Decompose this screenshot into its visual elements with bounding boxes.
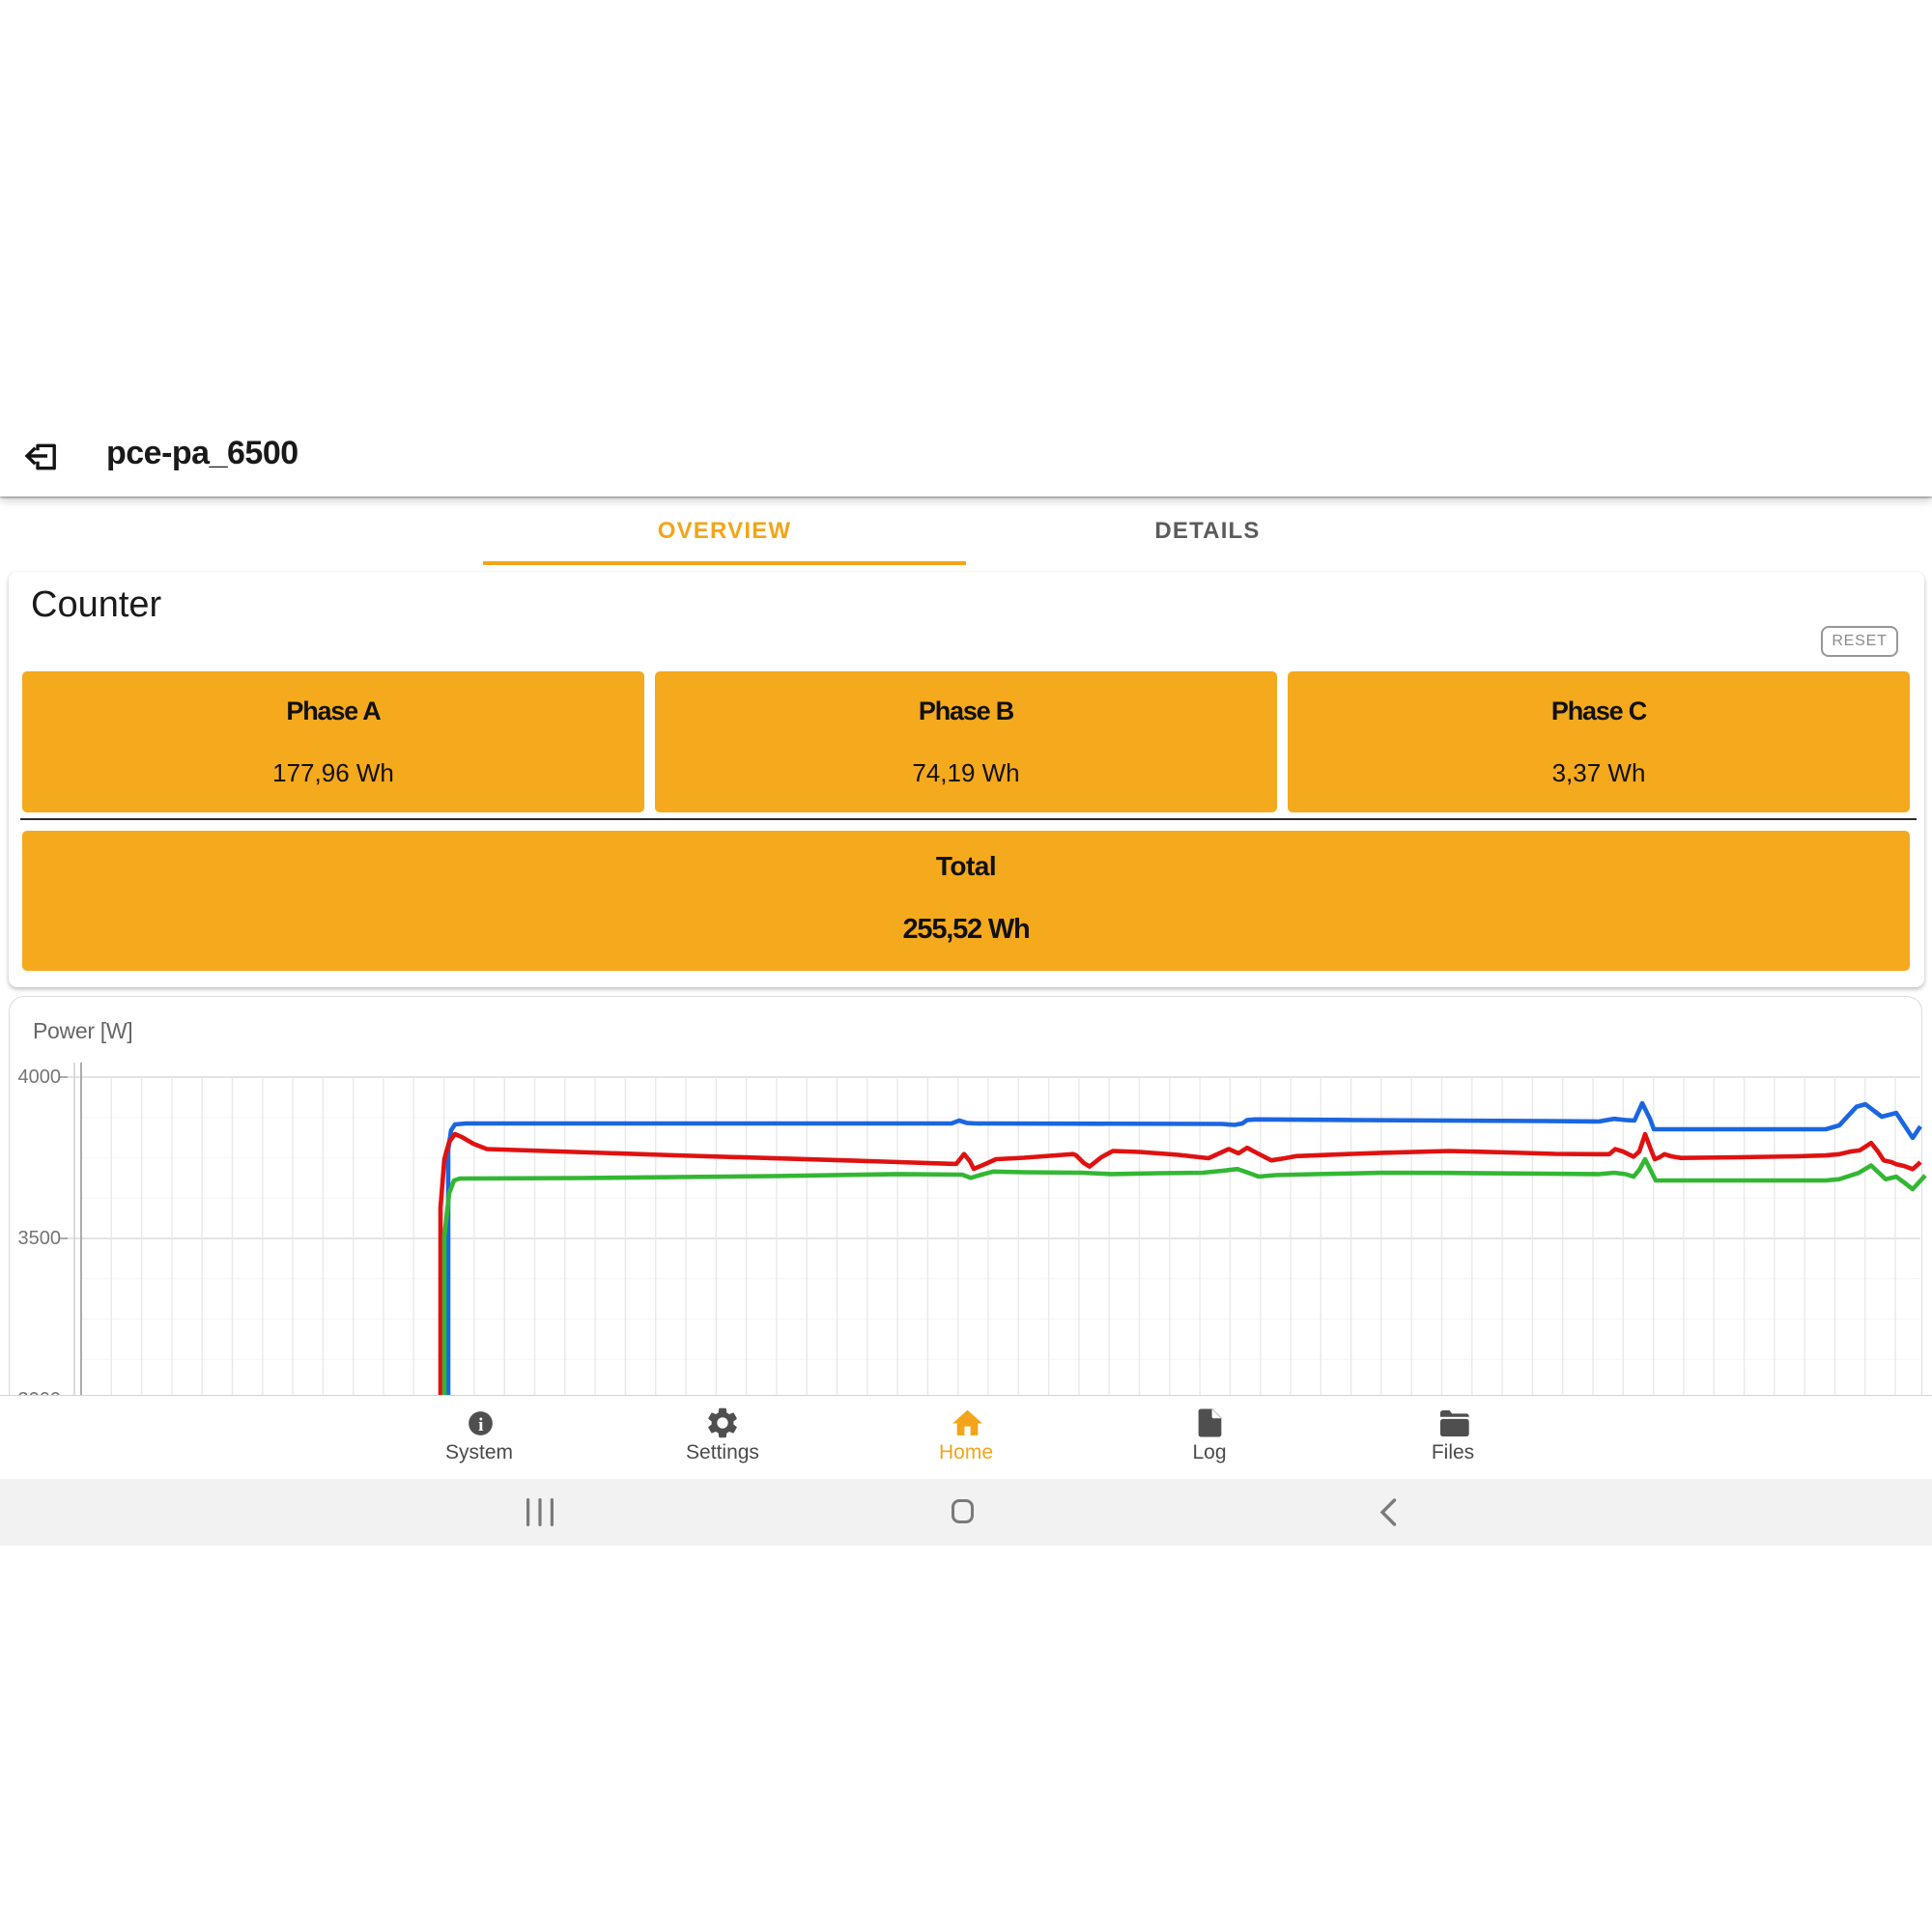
- svg-text:i: i: [478, 1415, 484, 1435]
